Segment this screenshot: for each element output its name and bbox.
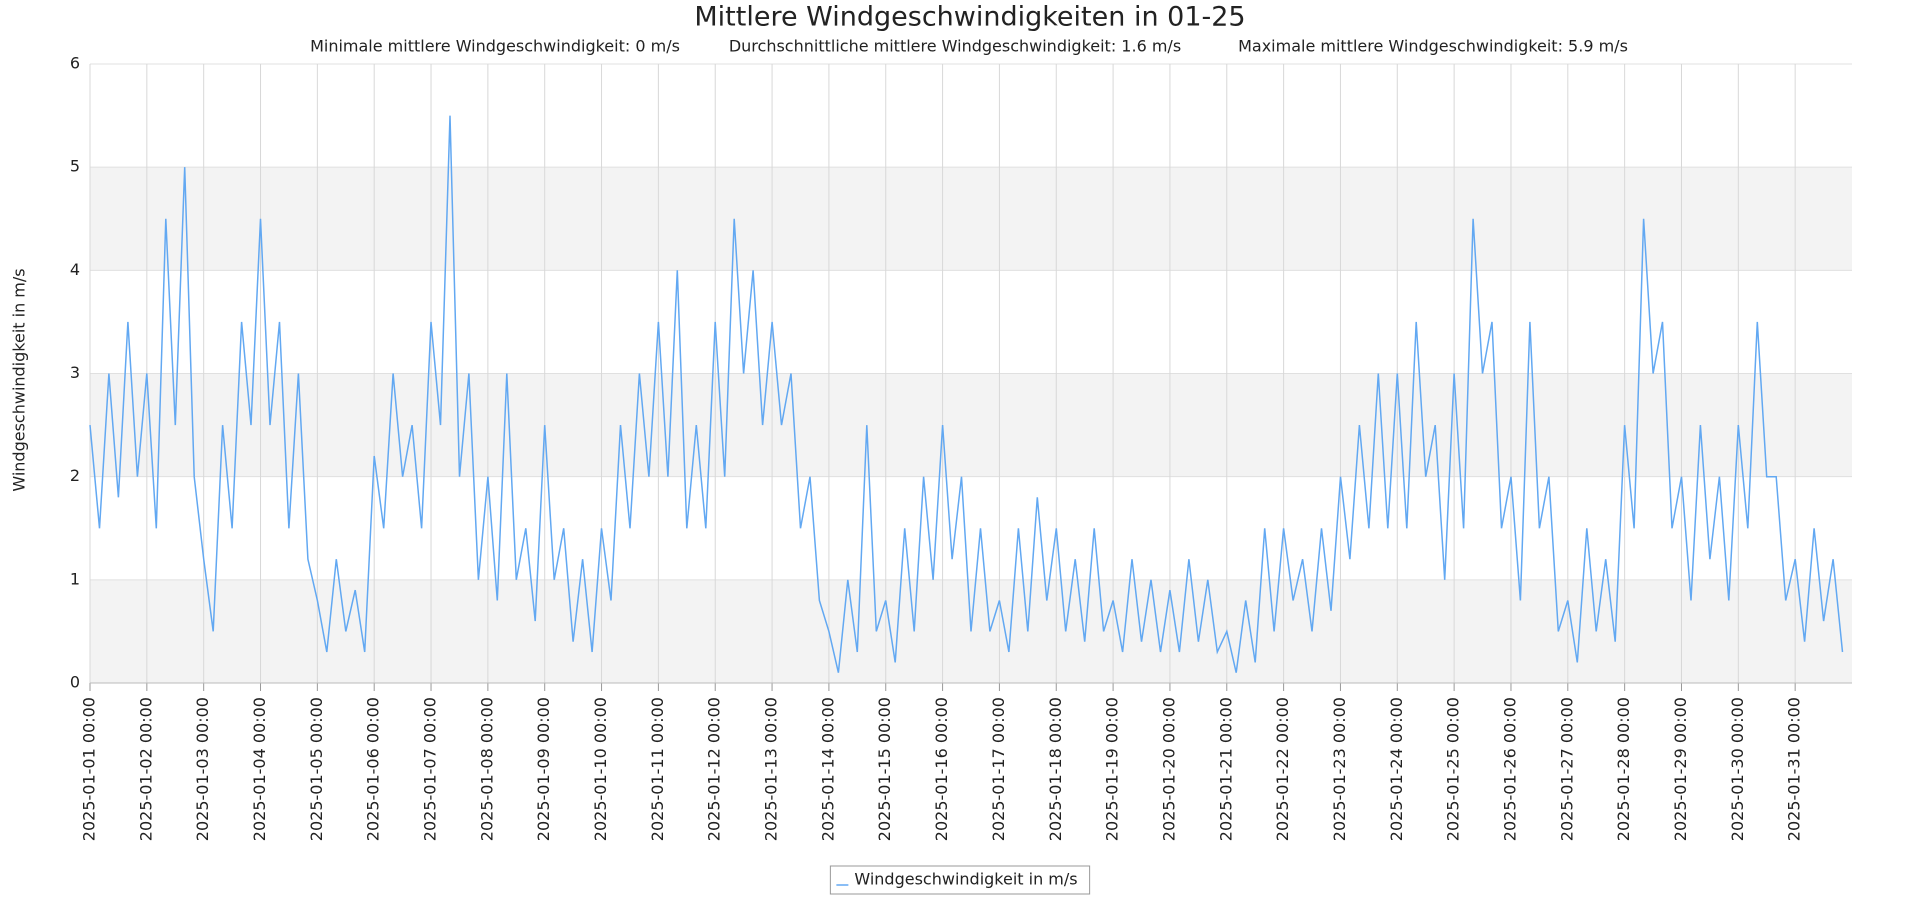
y-axis-label: Windgeschwindigkeit in m/s xyxy=(10,268,29,491)
x-tick-label: 2025-01-26 00:00 xyxy=(1500,697,1519,841)
x-tick-label: 2025-01-25 00:00 xyxy=(1444,697,1463,841)
legend: Windgeschwindigkeit in m/s xyxy=(829,865,1091,895)
x-tick-label: 2025-01-18 00:00 xyxy=(1046,697,1065,841)
x-tick-label: 2025-01-08 00:00 xyxy=(477,697,496,841)
x-tick-label: 2025-01-06 00:00 xyxy=(364,697,383,841)
x-tick-label: 2025-01-05 00:00 xyxy=(307,697,326,841)
x-tick-label: 2025-01-12 00:00 xyxy=(705,697,724,841)
y-tick-label: 0 xyxy=(70,673,80,692)
x-tick-label: 2025-01-23 00:00 xyxy=(1330,697,1349,841)
x-tick-label: 2025-01-11 00:00 xyxy=(648,697,667,841)
x-tick-label: 2025-01-09 00:00 xyxy=(534,697,553,841)
x-tick-label: 2025-01-10 00:00 xyxy=(591,697,610,841)
y-tick-label: 4 xyxy=(70,260,80,279)
x-tick-label: 2025-01-20 00:00 xyxy=(1159,697,1178,841)
y-tick-label: 3 xyxy=(70,363,80,382)
line-series xyxy=(89,115,1844,673)
x-tick-label: 2025-01-24 00:00 xyxy=(1387,697,1406,841)
y-tick-label: 6 xyxy=(70,54,80,73)
x-tick-label: 2025-01-15 00:00 xyxy=(875,697,894,841)
chart-title: Mittlere Windgeschwindigkeiten in 01-25 xyxy=(694,2,1245,33)
x-tick-label: 2025-01-31 00:00 xyxy=(1785,697,1804,841)
y-tick-label: 5 xyxy=(70,157,80,176)
x-tick-label: 2025-01-29 00:00 xyxy=(1671,697,1690,841)
x-tick-label: 2025-01-22 00:00 xyxy=(1273,697,1292,841)
x-tick-label: 2025-01-14 00:00 xyxy=(818,697,837,841)
x-tick-label: 2025-01-17 00:00 xyxy=(989,697,1008,841)
x-tick-label: 2025-01-21 00:00 xyxy=(1216,697,1235,841)
y-tick-label: 1 xyxy=(70,569,80,588)
x-tick-label: 2025-01-13 00:00 xyxy=(762,697,781,841)
y-tick-label: 2 xyxy=(70,466,80,485)
plot-band xyxy=(90,167,1852,271)
x-tick-label: 2025-01-30 00:00 xyxy=(1728,697,1747,841)
x-tick-label: 2025-01-01 00:00 xyxy=(80,697,99,841)
plot-band xyxy=(90,373,1852,477)
x-tick-label: 2025-01-28 00:00 xyxy=(1614,697,1633,841)
x-tick-label: 2025-01-03 00:00 xyxy=(193,697,212,841)
legend-box xyxy=(829,865,1091,895)
subtitle: Maximale mittlere Windgeschwindigkeit: 5… xyxy=(1238,37,1628,56)
x-tick-label: 2025-01-07 00:00 xyxy=(421,697,440,841)
legend-label: Windgeschwindigkeit in m/s xyxy=(854,870,1077,889)
x-tick-label: 2025-01-19 00:00 xyxy=(1103,697,1122,841)
x-tick-label: 2025-01-04 00:00 xyxy=(250,697,269,841)
subtitle: Minimale mittlere Windgeschwindigkeit: 0… xyxy=(310,37,680,56)
x-tick-label: 2025-01-16 00:00 xyxy=(932,697,951,841)
x-tick-label: 2025-01-02 00:00 xyxy=(136,697,155,841)
x-tick-label: 2025-01-27 00:00 xyxy=(1557,697,1576,841)
subtitle: Durchschnittliche mittlere Windgeschwind… xyxy=(729,37,1181,56)
